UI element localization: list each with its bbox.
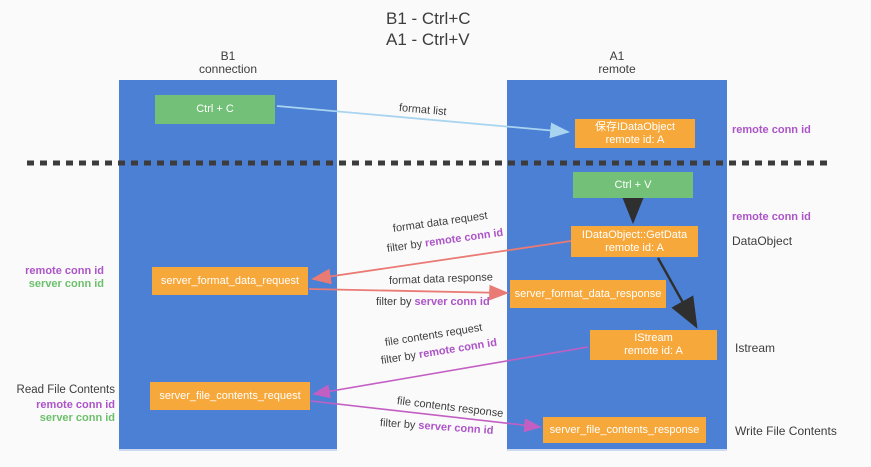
node-file-request-label: server_file_contents_request (159, 389, 301, 402)
annotation-read-file-contents: Read File Contents (16, 384, 115, 396)
annotation-dataobject: DataObject (732, 234, 793, 248)
node-ctrl-c-label: Ctrl + C (196, 103, 234, 115)
annotation-server-conn-id-left-bottom: server conn id (39, 412, 115, 424)
node-ctrl-v-label: Ctrl + V (614, 178, 652, 191)
node-getdata-line2: remote id: A (605, 241, 664, 254)
lane-header-a1-line1: A1 (609, 49, 625, 63)
filter-by-text: filter by (376, 296, 412, 308)
annotation-remote-conn-id-right-mid: remote conn id (732, 211, 811, 223)
node-istream-line2: remote id: A (624, 345, 683, 357)
node-file-response-label: server_file_contents_response (549, 423, 700, 436)
arrow-file-contents-request (312, 346, 589, 399)
node-server-format-data-request: server_format_data_request (152, 267, 308, 295)
lane-header-b1: B1 connection (119, 50, 337, 76)
lane-header-b1-line1: B1 (220, 49, 236, 63)
node-save-idataobject-line2: remote id: A (605, 133, 665, 146)
node-idataobject-getdata: IDataObject::GetData remote id: A (571, 226, 698, 257)
filter-by-text: filter by (379, 417, 416, 432)
node-istream: IStream remote id: A (590, 330, 717, 360)
node-format-request-label: server_format_data_request (160, 274, 300, 287)
annotation-conn-ids-left: remote conn id server conn id (10, 265, 104, 291)
node-ctrl-c: Ctrl + C (155, 95, 275, 124)
annotation-remote-conn-id-left: remote conn id (25, 265, 104, 277)
annotation-server-conn-id-left: server conn id (28, 278, 104, 290)
arrow-label-filter-by-server-conn-id-1: filter by server conn id (376, 296, 490, 308)
node-server-format-data-response: server_format_data_response (510, 280, 666, 308)
arrow-format-data-request (311, 240, 572, 285)
node-save-idataobject-line1: 保存IDataObject (594, 120, 676, 133)
node-istream-line1: IStream (634, 332, 673, 344)
node-server-file-contents-response: server_file_contents_response (543, 417, 706, 443)
arrow-format-list (276, 105, 570, 139)
annotation-write-file-contents: Write File Contents (735, 424, 837, 438)
node-server-file-contents-request: server_file_contents_request (150, 382, 310, 410)
node-save-idataobject: 保存IDataObject remote id: A (575, 119, 695, 148)
server-conn-id-text: server conn id (414, 296, 490, 308)
lane-header-a1: A1 remote (507, 50, 727, 76)
node-ctrl-v: Ctrl + V (573, 172, 693, 198)
node-getdata-line1: IDataObject::GetData (581, 228, 688, 241)
diagram-title: B1 - Ctrl+C A1 - Ctrl+V (386, 8, 471, 50)
annotation-read-file-contents-block: Read File Contents remote conn id server… (2, 384, 115, 425)
title-line-2: A1 - Ctrl+V (386, 30, 470, 49)
lane-header-b1-line2: connection (198, 62, 258, 76)
annotation-remote-conn-id-left-bottom: remote conn id (36, 399, 115, 411)
node-format-response-label: server_format_data_response (514, 287, 662, 300)
lane-header-a1-line2: remote (598, 62, 636, 76)
arrow-format-data-response (308, 284, 509, 301)
arrow-file-contents-response (310, 400, 542, 433)
arrow-getdata-to-istream (656, 257, 698, 329)
annotation-remote-conn-id-right-top: remote conn id (732, 124, 811, 136)
annotation-istream: Istream (735, 341, 776, 355)
title-line-1: B1 - Ctrl+C (386, 9, 471, 28)
